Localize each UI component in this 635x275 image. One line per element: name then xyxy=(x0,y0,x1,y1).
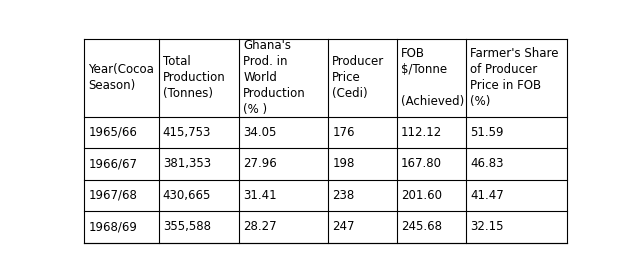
Text: 198: 198 xyxy=(332,157,354,170)
Text: 34.05: 34.05 xyxy=(243,126,277,139)
Text: Total
Production
(Tonnes): Total Production (Tonnes) xyxy=(163,56,225,100)
Text: Year(Cocoa
Season): Year(Cocoa Season) xyxy=(88,64,154,92)
Text: 247: 247 xyxy=(332,220,355,233)
Text: 31.41: 31.41 xyxy=(243,189,277,202)
Text: 28.27: 28.27 xyxy=(243,220,277,233)
Text: 381,353: 381,353 xyxy=(163,157,211,170)
Text: 201.60: 201.60 xyxy=(401,189,442,202)
Text: FOB
$/Tonne

(Achieved): FOB $/Tonne (Achieved) xyxy=(401,48,464,108)
Text: 415,753: 415,753 xyxy=(163,126,211,139)
Text: Farmer's Share
of Producer
Price in FOB
(%): Farmer's Share of Producer Price in FOB … xyxy=(470,48,559,108)
Text: 430,665: 430,665 xyxy=(163,189,211,202)
Text: Producer
Price
(Cedi): Producer Price (Cedi) xyxy=(332,56,385,100)
Text: Ghana's
Prod. in
World
Production
(% ): Ghana's Prod. in World Production (% ) xyxy=(243,40,306,117)
Text: 1967/68: 1967/68 xyxy=(88,189,137,202)
Text: 1965/66: 1965/66 xyxy=(88,126,137,139)
Text: 176: 176 xyxy=(332,126,355,139)
Text: 238: 238 xyxy=(332,189,354,202)
Text: 1968/69: 1968/69 xyxy=(88,220,137,233)
Text: 51.59: 51.59 xyxy=(470,126,504,139)
Text: 245.68: 245.68 xyxy=(401,220,442,233)
Text: 46.83: 46.83 xyxy=(470,157,504,170)
Text: 1966/67: 1966/67 xyxy=(88,157,137,170)
Text: 355,588: 355,588 xyxy=(163,220,211,233)
Text: 27.96: 27.96 xyxy=(243,157,277,170)
Text: 32.15: 32.15 xyxy=(470,220,504,233)
Text: 41.47: 41.47 xyxy=(470,189,504,202)
Text: 167.80: 167.80 xyxy=(401,157,442,170)
Text: 112.12: 112.12 xyxy=(401,126,443,139)
